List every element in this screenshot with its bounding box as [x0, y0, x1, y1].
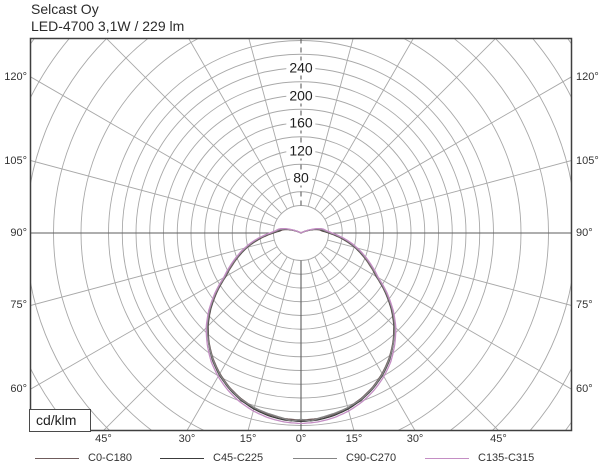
- legend-label: C0-C180: [88, 451, 133, 464]
- page-subtitle: LED-4700 3,1W / 229 lm: [31, 18, 185, 34]
- curve-c135-c315: [205, 227, 397, 425]
- legend-line-swatch: [35, 454, 79, 459]
- legend-label: C45-C225: [213, 451, 264, 464]
- page-title: Selcast Oy: [31, 1, 99, 17]
- legend-line-swatch: [425, 454, 469, 459]
- legend-item-c135-c315: C135-C315: [425, 449, 534, 465]
- chart-legend: C0-C180 C45-C225 C90-C270 C135-C315: [0, 449, 600, 467]
- legend-item-c0-c180: C0-C180: [35, 449, 132, 465]
- legend-label: C135-C315: [478, 451, 535, 464]
- legend-label: C90-C270: [346, 451, 397, 464]
- legend-line-swatch: [160, 454, 204, 459]
- legend-item-c90-c270: C90-C270: [293, 449, 396, 465]
- intensity-curves: [205, 227, 397, 425]
- units-box: cd/klm: [29, 409, 91, 432]
- chart-frame: [29, 37, 573, 432]
- legend-item-c45-c225: C45-C225: [160, 449, 263, 465]
- legend-line-swatch: [293, 454, 337, 459]
